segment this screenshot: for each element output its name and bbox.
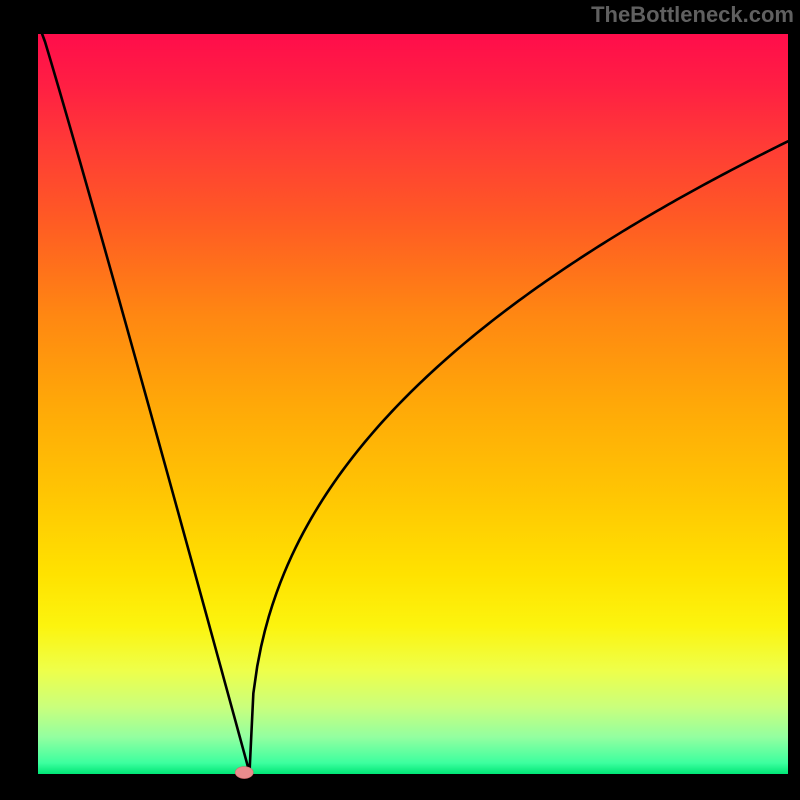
optimal-point-marker bbox=[235, 767, 253, 779]
bottleneck-curve-svg bbox=[0, 0, 800, 800]
chart-frame: TheBottleneck.com bbox=[0, 0, 800, 800]
bottleneck-curve bbox=[42, 34, 788, 773]
